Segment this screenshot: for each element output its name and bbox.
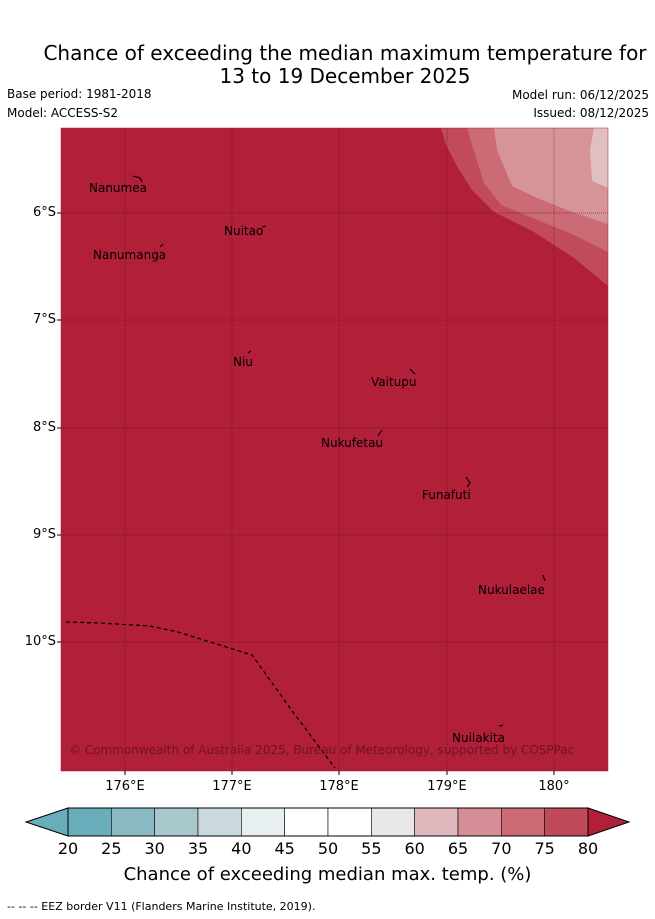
colorbar-segment (501, 807, 545, 837)
issued-label: Issued: 08/12/2025 (533, 106, 649, 120)
place-label-funafuti: Funafuti (422, 488, 471, 502)
island-niu (247, 350, 252, 354)
colorbar (24, 807, 631, 837)
model-run-label: Model run: 06/12/2025 (511, 88, 649, 102)
island-nuitao (261, 225, 267, 228)
place-label-niu: Niu (233, 355, 253, 369)
colorbar-segment (371, 807, 415, 837)
island-nukufetau (377, 429, 383, 437)
eez-border (65, 621, 336, 769)
island-vaitupu (409, 368, 416, 375)
colorbar-tick-label: 40 (231, 839, 252, 858)
colorbar-segment (111, 807, 155, 837)
colorbar-over-arrow (587, 807, 631, 837)
island-funafuti (465, 476, 471, 488)
copyright-notice: © Commonwealth of Australia 2025, Bureau… (69, 743, 574, 757)
lat-label-7s: 7°S (32, 312, 56, 327)
colorbar-tick-label: 80 (577, 839, 599, 858)
colorbar-tick-label: 65 (447, 839, 469, 858)
lon-label-180: 180° (538, 779, 570, 794)
map-frame (60, 127, 609, 772)
contour-band-65 (494, 128, 608, 224)
colorbar-under-arrow (24, 807, 69, 837)
place-label-nukufetau: Nukufetau (321, 436, 383, 450)
lon-label-179e: 179°E (427, 779, 467, 794)
colorbar-tick-label: 30 (144, 839, 165, 858)
colorbar-tick-label: 75 (534, 839, 555, 858)
colorbar-segment (67, 807, 112, 837)
place-label-nanumea: Nanumea (89, 181, 147, 195)
map-background-80plus (61, 128, 608, 771)
lat-label-10s: 10°S (24, 634, 56, 649)
lat-label-9s: 9°S (32, 527, 56, 542)
colorbar-segment (414, 807, 459, 837)
place-label-nukulaelae: Nukulaelae (478, 583, 545, 597)
place-label-nuilakita: Nuilakita (452, 731, 505, 745)
colorbar-tick-label: 70 (491, 839, 512, 858)
island-nanumea (132, 175, 143, 183)
contour-band-60 (590, 128, 608, 188)
island-nuilakita (498, 724, 504, 727)
colorbar-segment (544, 807, 589, 837)
lon-label-177e: 177°E (212, 779, 252, 794)
colorbar-segment (327, 807, 372, 837)
colorbar-label: Chance of exceeding median max. temp. (%… (123, 864, 532, 885)
colorbar-tick-label: 25 (101, 839, 122, 858)
colorbar-tick-label: 35 (187, 839, 209, 858)
place-label-nuitao: Nuitao (224, 224, 263, 238)
colorbar-tick-label: 45 (274, 839, 295, 858)
colorbar-tick-label: 50 (317, 839, 339, 858)
eez-footnote: -- -- -- EEZ border V11 (Flanders Marine… (7, 900, 316, 913)
colorbar-segment (284, 807, 329, 837)
model-label: Model: ACCESS-S2 (7, 106, 119, 120)
lat-label-6s: 6°S (32, 205, 56, 220)
islands (132, 175, 546, 727)
colorbar-tick-label: 55 (361, 839, 382, 858)
place-label-nanumanga: Nanumanga (93, 248, 166, 262)
colorbar-segment (457, 807, 502, 837)
lat-label-8s: 8°S (32, 420, 56, 435)
lon-label-176e: 176°E (105, 779, 145, 794)
chart-title-line2: 13 to 19 December 2025 (219, 64, 471, 88)
chart-title-line1: Chance of exceeding the median maximum t… (43, 41, 647, 65)
colorbar-tick-label: 20 (57, 839, 79, 858)
place-label-vaitupu: Vaitupu (371, 375, 417, 389)
base-period-label: Base period: 1981-2018 (7, 87, 152, 101)
island-nanumanga (159, 243, 164, 248)
colorbar-segment (154, 807, 199, 837)
lon-label-178e: 178°E (319, 779, 359, 794)
island-nukulaelae (542, 574, 546, 582)
colorbar-tick-label: 60 (404, 839, 425, 858)
colorbar-segment (197, 807, 242, 837)
colorbar-segment (241, 807, 285, 837)
axis-ticks (57, 212, 555, 775)
